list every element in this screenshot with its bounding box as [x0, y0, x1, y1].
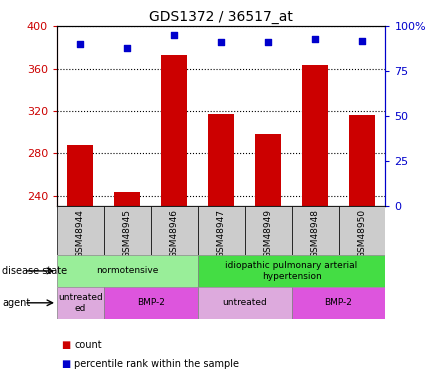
Text: GSM48944: GSM48944 [76, 209, 85, 258]
Text: GSM48948: GSM48948 [311, 209, 320, 258]
Bar [67, 145, 93, 206]
Point [77, 41, 84, 47]
Bar [339, 206, 385, 255]
Point [124, 45, 131, 51]
Bar [161, 55, 187, 206]
Text: percentile rank within the sample: percentile rank within the sample [74, 359, 240, 369]
Point [358, 38, 365, 44]
Bar [104, 287, 198, 319]
Text: agent: agent [2, 298, 30, 308]
Text: count: count [74, 340, 102, 350]
Text: untreated: untreated [222, 298, 267, 307]
Point [171, 32, 178, 38]
Text: ■: ■ [61, 340, 71, 350]
Bar [198, 287, 292, 319]
Text: idiopathic pulmonary arterial
hypertension: idiopathic pulmonary arterial hypertensi… [226, 261, 358, 280]
Text: untreated
ed: untreated ed [58, 293, 103, 312]
Bar [349, 115, 375, 206]
Point [311, 36, 318, 42]
Bar [208, 114, 234, 206]
Bar [302, 65, 328, 206]
Bar [245, 206, 292, 255]
Title: GDS1372 / 36517_at: GDS1372 / 36517_at [149, 10, 293, 24]
Text: GSM48949: GSM48949 [264, 209, 272, 258]
Bar [57, 206, 104, 255]
Text: GSM48947: GSM48947 [217, 209, 226, 258]
Text: GSM48950: GSM48950 [357, 209, 367, 258]
Bar [57, 255, 198, 287]
Bar [198, 255, 385, 287]
Text: GSM48945: GSM48945 [123, 209, 132, 258]
Bar [292, 206, 339, 255]
Bar [151, 206, 198, 255]
Bar [57, 287, 104, 319]
Bar [198, 206, 245, 255]
Point [218, 39, 225, 45]
Text: GSM48946: GSM48946 [170, 209, 179, 258]
Bar [292, 287, 385, 319]
Text: BMP-2: BMP-2 [325, 298, 353, 307]
Bar [114, 192, 140, 206]
Bar [255, 134, 281, 206]
Text: BMP-2: BMP-2 [137, 298, 165, 307]
Point [265, 39, 272, 45]
Bar [104, 206, 151, 255]
Text: ■: ■ [61, 359, 71, 369]
Text: normotensive: normotensive [96, 266, 159, 275]
Text: disease state: disease state [2, 266, 67, 276]
